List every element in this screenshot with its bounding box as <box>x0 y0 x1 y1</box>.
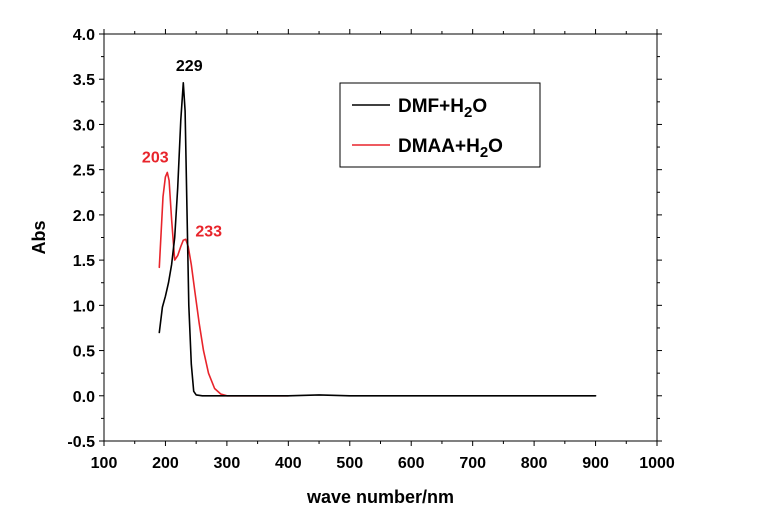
y-tick-label: 4.0 <box>73 27 95 44</box>
legend-label: DMF+H2O <box>398 96 487 121</box>
x-axis: 100 200 300 400 500 600 700 800 900 1000 <box>91 29 675 472</box>
x-tick-label: 600 <box>398 455 425 472</box>
y-axis: -0.5 0.0 0.5 1.0 1.5 2.0 2.5 3.0 3.5 4.0 <box>67 27 662 451</box>
x-tick-label: 100 <box>91 455 118 472</box>
peak-label: 229 <box>176 58 203 75</box>
x-tick-label: 1000 <box>639 455 675 472</box>
peak-label: 203 <box>142 149 169 166</box>
x-tick-label: 400 <box>275 455 302 472</box>
y-tick-label: 3.0 <box>73 117 95 134</box>
series-lines <box>158 82 597 397</box>
peak-annotations: 229 203 233 <box>142 58 222 240</box>
y-axis-title: Abs <box>29 220 49 254</box>
peak-label: 233 <box>195 223 222 240</box>
x-tick-label: 200 <box>152 455 179 472</box>
x-axis-title: wave number/nm <box>306 487 454 507</box>
y-tick-label: 3.5 <box>73 72 95 89</box>
legend-label: DMAA+H2O <box>398 136 503 161</box>
y-tick-label: 0.5 <box>73 344 95 361</box>
x-tick-label: 500 <box>336 455 363 472</box>
x-tick-label: 800 <box>521 455 548 472</box>
x-tick-label: 300 <box>214 455 241 472</box>
y-tick-label: 2.0 <box>73 208 95 225</box>
y-tick-label: 1.0 <box>73 298 95 315</box>
y-tick-label: 1.5 <box>73 253 95 270</box>
x-tick-label: 700 <box>459 455 486 472</box>
series-line-dmf-h2o <box>158 82 597 397</box>
y-tick-label: 0.0 <box>73 389 95 406</box>
y-tick-label: -0.5 <box>67 434 95 451</box>
x-tick-label: 900 <box>582 455 609 472</box>
y-tick-label: 2.5 <box>73 163 95 180</box>
legend-box <box>339 82 541 168</box>
legend: DMF+H2O DMAA+H2O <box>339 82 541 168</box>
series-line-dmaa-h2o <box>158 171 290 397</box>
